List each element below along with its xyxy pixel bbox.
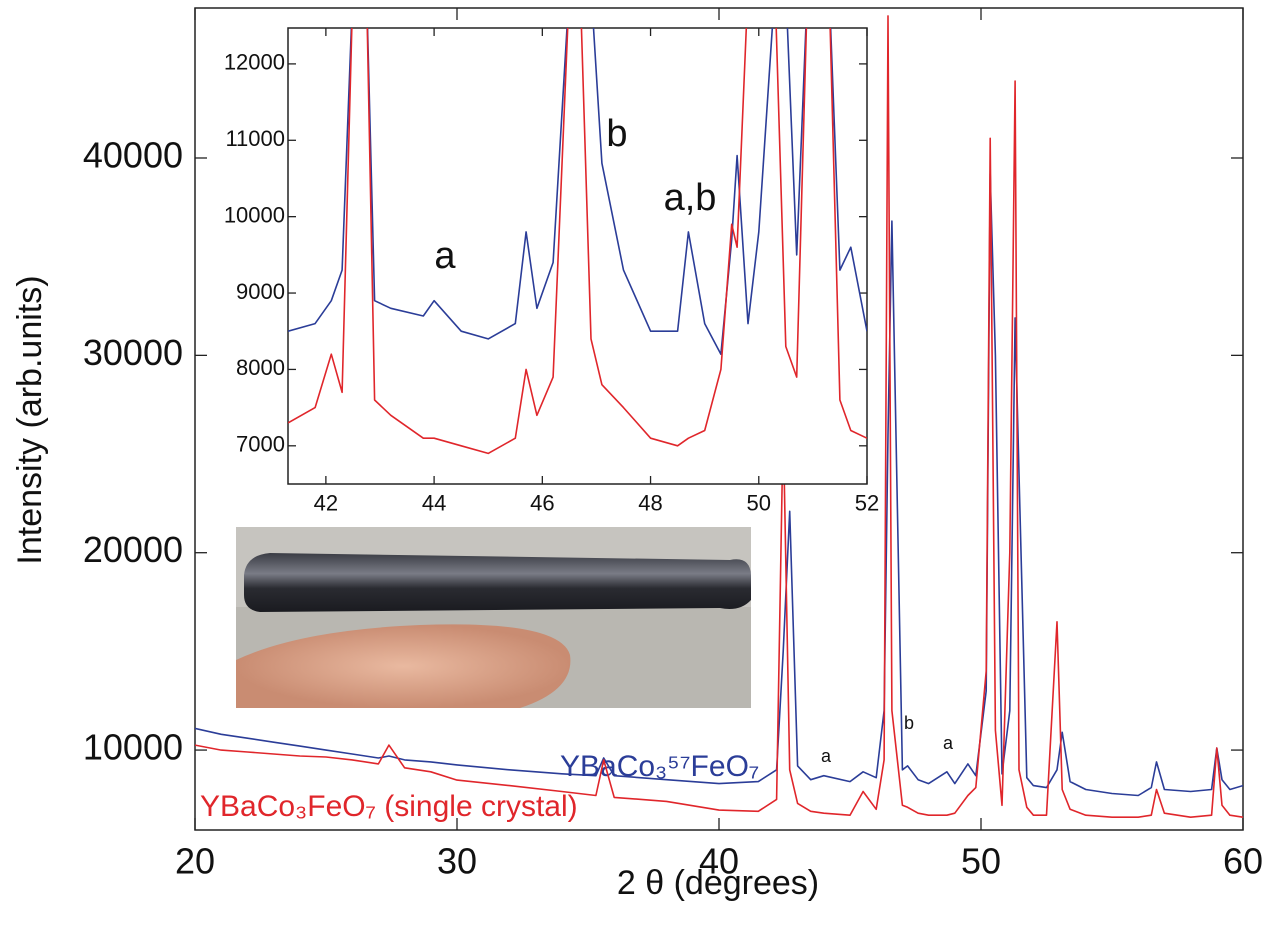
y-tick-label: 10000 (83, 727, 183, 768)
y-tick-label: 9000 (236, 279, 285, 304)
y-axis-title: Intensity (arb.units) (11, 275, 49, 564)
annotation: a (943, 733, 954, 753)
main-chart: 20 30 40 50 60 10000 20000 30000 40000 YBaCo₃⁵⁷Fe… (83, 8, 1263, 882)
y-tick-label: 40000 (83, 135, 183, 176)
x-tick-label: 44 (422, 491, 446, 516)
x-tick-label: 40 (699, 841, 739, 882)
x-tick-label: 42 (314, 491, 338, 516)
annotation: a,b (664, 177, 717, 219)
x-tick-label: 52 (855, 491, 879, 516)
photo (236, 527, 751, 708)
x-axis-title: 2 θ (degrees) (617, 864, 819, 902)
y-tick-label: 11000 (225, 126, 285, 151)
y-tick-label: 30000 (83, 332, 183, 373)
y-tick-label: 20000 (83, 529, 183, 570)
series-line (195, 15, 1243, 818)
annotation: a (821, 746, 832, 766)
y-tick-label: 12000 (224, 50, 285, 75)
y-tick-label: 10000 (224, 202, 285, 227)
annotation: a (434, 235, 456, 277)
series-line (288, 28, 867, 455)
series-line (195, 173, 1243, 797)
x-tick-label: 46 (530, 491, 554, 516)
x-tick-label: 48 (638, 491, 662, 516)
y-tick-label: 7000 (236, 432, 285, 457)
inset-frame (287, 27, 868, 485)
x-tick-label: 30 (437, 841, 477, 882)
x-tick-label: 20 (175, 841, 215, 882)
series-label: YBaCo₃FeO₇ (single crystal) (200, 790, 578, 823)
series-line (288, 28, 867, 355)
x-tick-label: 50 (747, 491, 771, 516)
x-tick-label: 50 (961, 841, 1001, 882)
x-tick-label: 60 (1223, 841, 1263, 882)
annotation: b (904, 713, 914, 733)
inset-chart: 42 44 46 48 50 52 7000 8000 9000 10000 11000 12000 a… (224, 28, 879, 516)
annotation: b (606, 113, 627, 155)
y-tick-label: 8000 (236, 355, 285, 380)
series-label: YBaCo₃⁵⁷FeO₇ (560, 750, 759, 783)
